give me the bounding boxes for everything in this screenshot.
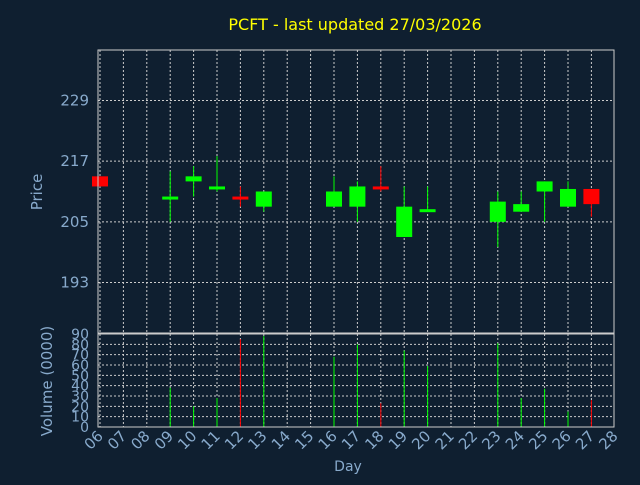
candle-body — [209, 186, 225, 190]
candle — [489, 191, 506, 248]
chart-title: PCFT - last updated 27/03/2026 — [228, 15, 481, 34]
candle — [513, 191, 530, 212]
price-tick-label: 193 — [60, 273, 89, 291]
x-axis-label: Day — [334, 459, 362, 475]
volume-tick-label: 10 — [71, 410, 89, 426]
x-tick-label: 20 — [408, 427, 434, 453]
x-tick-label: 25 — [525, 427, 551, 453]
x-tick-label: 19 — [385, 427, 411, 453]
x-tick-label: 13 — [244, 427, 270, 453]
candle-body — [326, 191, 342, 207]
x-tick-label: 26 — [549, 427, 575, 453]
x-tick-label: 14 — [268, 427, 294, 453]
x-tick-label: 27 — [572, 427, 598, 453]
candle — [419, 186, 436, 213]
candle-body — [536, 181, 553, 192]
candle-body — [583, 188, 600, 205]
candle-body — [419, 209, 436, 213]
x-tick-label: 11 — [198, 427, 224, 453]
price-plot-frame — [97, 49, 615, 334]
x-tick-label: 07 — [104, 427, 130, 453]
volume-tick-label: 20 — [71, 399, 89, 415]
candle — [162, 171, 179, 222]
x-tick-label: 24 — [502, 427, 528, 453]
x-tick-label: 08 — [127, 427, 153, 453]
candle — [92, 176, 108, 187]
candle — [372, 166, 389, 192]
x-tick-label: 23 — [478, 427, 504, 453]
x-tick-label: 12 — [221, 427, 247, 453]
candle-body — [92, 176, 108, 187]
volume-plot-frame — [97, 333, 615, 428]
price-tick-labels: 193 205 217 229 — [60, 92, 89, 292]
x-tick-label: 21 — [432, 427, 458, 453]
x-tick-label: 16 — [315, 427, 341, 453]
volume-grid — [98, 334, 614, 427]
volume-tick-label: 90 — [71, 327, 89, 343]
candle-body — [560, 188, 576, 207]
candle-body — [489, 201, 506, 222]
x-tick-label: 15 — [291, 427, 317, 453]
candle — [583, 188, 600, 217]
candle — [326, 176, 342, 207]
x-tick-label: 09 — [151, 427, 177, 453]
volume-tick-label: 30 — [71, 389, 89, 405]
volume-bars — [169, 336, 592, 427]
x-tick-label: 18 — [361, 427, 387, 453]
candle — [396, 186, 413, 237]
volume-tick-label: 0 — [80, 420, 89, 436]
candle-body — [349, 186, 366, 207]
candle — [209, 156, 225, 192]
candle — [232, 186, 249, 207]
price-tick-label: 217 — [60, 152, 89, 170]
candle-body — [162, 196, 179, 200]
x-tick-label: 22 — [455, 427, 481, 453]
price-tick-label: 205 — [60, 213, 89, 231]
candle-body — [255, 191, 272, 207]
x-tick-label: 28 — [595, 427, 621, 453]
candle-body — [232, 196, 249, 200]
volume-tick-label: 70 — [71, 348, 89, 364]
candle — [560, 181, 576, 207]
candle-body — [185, 176, 202, 182]
candle-body — [396, 206, 413, 237]
candle-body — [372, 186, 389, 190]
x-tick-labels: 0607080910111213141516171819202122232425… — [81, 427, 622, 453]
candle — [185, 166, 202, 197]
candle-body — [513, 204, 530, 212]
volume-tick-label: 60 — [71, 358, 89, 374]
candle — [349, 181, 366, 222]
price-candles — [92, 156, 600, 248]
candle — [255, 191, 272, 212]
volume-tick-label: 40 — [71, 379, 89, 395]
x-tick-label: 10 — [174, 427, 200, 453]
volume-tick-label: 80 — [71, 337, 89, 353]
volume-axis-label: Volume (0000) — [38, 326, 56, 436]
price-tick-label: 229 — [60, 92, 89, 110]
candle — [536, 181, 553, 222]
price-axis-label: Price — [28, 174, 46, 211]
x-tick-label: 17 — [338, 427, 364, 453]
volume-tick-label: 50 — [71, 368, 89, 384]
